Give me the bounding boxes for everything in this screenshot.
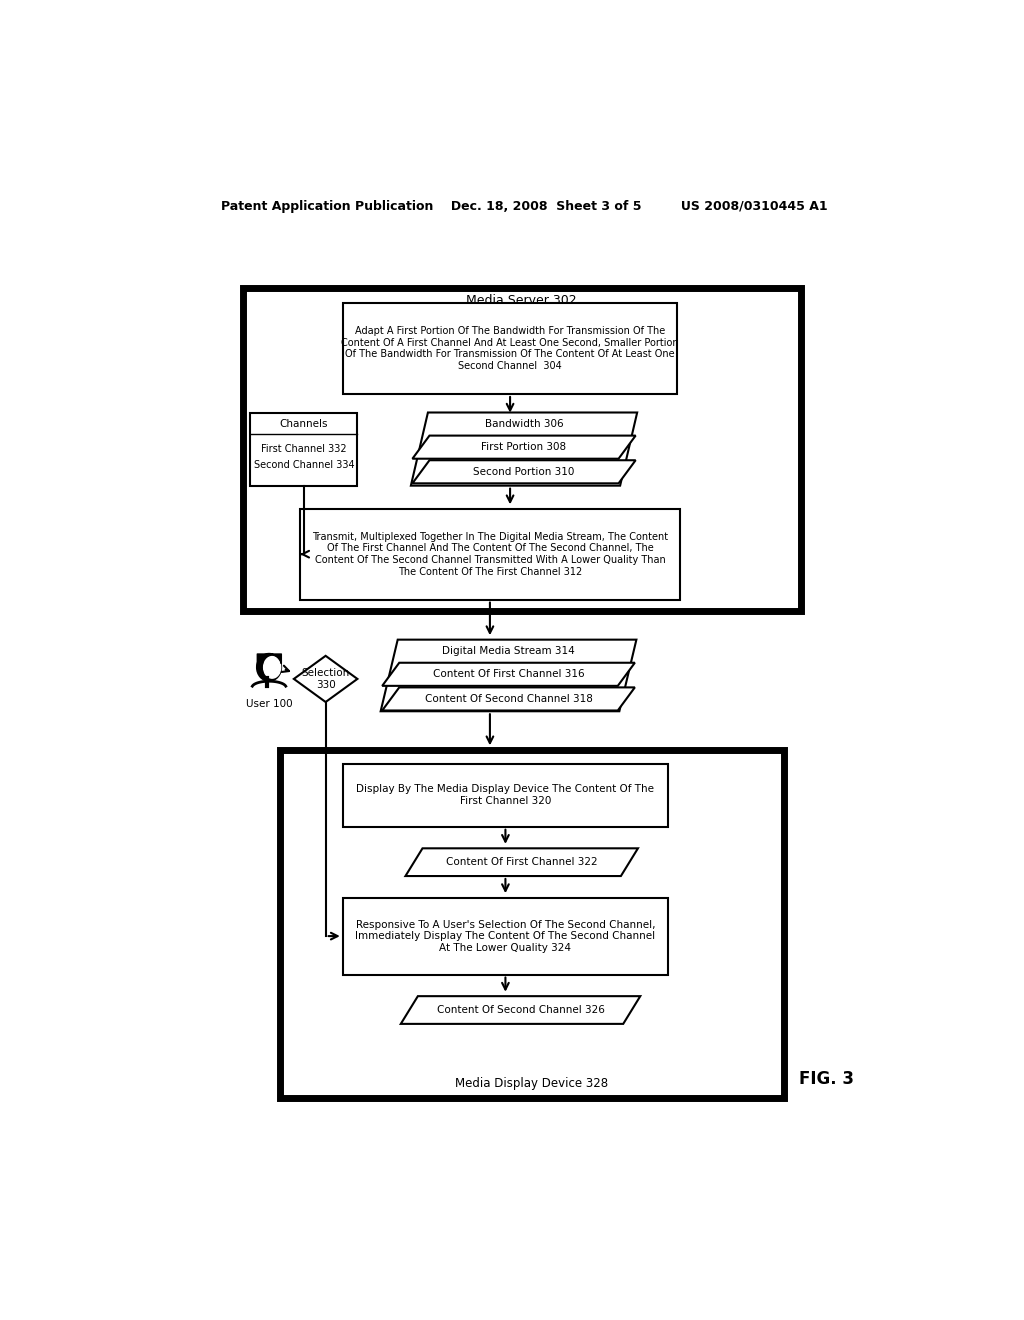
Text: Bandwidth 306: Bandwidth 306 — [484, 418, 563, 429]
Polygon shape — [413, 436, 636, 459]
Text: Transmit, Multiplexed Together In The Digital Media Stream, The Content
Of The F: Transmit, Multiplexed Together In The Di… — [312, 532, 668, 577]
Text: Content Of First Channel 316: Content Of First Channel 316 — [433, 669, 585, 680]
Text: Channels: Channels — [280, 418, 328, 429]
Text: Digital Media Stream 314: Digital Media Stream 314 — [442, 647, 574, 656]
Text: Selection
330: Selection 330 — [301, 668, 350, 690]
Polygon shape — [406, 849, 638, 876]
FancyBboxPatch shape — [343, 898, 669, 974]
Polygon shape — [411, 412, 637, 486]
Text: FIG. 3: FIG. 3 — [799, 1069, 854, 1088]
Polygon shape — [400, 997, 640, 1024]
Text: Media Server 302: Media Server 302 — [466, 293, 577, 306]
Text: Content Of First Channel 322: Content Of First Channel 322 — [445, 857, 598, 867]
Polygon shape — [382, 688, 635, 710]
Text: Patent Application Publication    Dec. 18, 2008  Sheet 3 of 5         US 2008/03: Patent Application Publication Dec. 18, … — [221, 199, 828, 213]
Polygon shape — [381, 640, 636, 711]
Text: Adapt A First Portion Of The Bandwidth For Transmission Of The
Content Of A Firs: Adapt A First Portion Of The Bandwidth F… — [341, 326, 679, 371]
Text: Media Display Device 328: Media Display Device 328 — [456, 1077, 608, 1090]
Ellipse shape — [257, 653, 282, 681]
Text: First Portion 308: First Portion 308 — [481, 442, 566, 453]
Text: Second Portion 310: Second Portion 310 — [473, 467, 574, 477]
Polygon shape — [294, 656, 357, 702]
FancyBboxPatch shape — [280, 750, 783, 1098]
Ellipse shape — [263, 656, 281, 678]
Text: User 100: User 100 — [246, 700, 293, 709]
Polygon shape — [413, 461, 636, 483]
FancyBboxPatch shape — [343, 304, 677, 395]
Text: First Channel 332: First Channel 332 — [261, 445, 347, 454]
Text: Responsive To A User's Selection Of The Second Channel,
Immediately Display The : Responsive To A User's Selection Of The … — [355, 920, 655, 953]
Text: Second Channel 334: Second Channel 334 — [254, 459, 354, 470]
FancyBboxPatch shape — [300, 508, 680, 599]
Polygon shape — [382, 663, 635, 686]
Text: Display By The Media Display Device The Content Of The
First Channel 320: Display By The Media Display Device The … — [356, 784, 654, 807]
FancyBboxPatch shape — [243, 288, 801, 611]
Text: Content Of Second Channel 326: Content Of Second Channel 326 — [436, 1005, 604, 1015]
FancyBboxPatch shape — [343, 763, 669, 826]
Text: Content Of Second Channel 318: Content Of Second Channel 318 — [425, 694, 593, 704]
FancyBboxPatch shape — [251, 412, 357, 486]
